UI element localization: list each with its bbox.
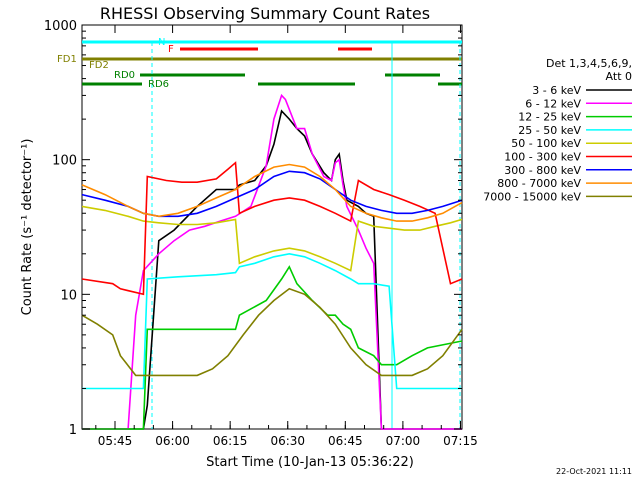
plot-frame [81, 24, 463, 430]
state-label-fd1: FD1 [57, 54, 77, 65]
x-tick-label-6: 07:15 [443, 434, 478, 448]
x-tick-label-0: 05:45 [98, 434, 133, 448]
y-tick-label-3: 1000 [44, 19, 77, 34]
legend-label-6: 300 - 800 keV [504, 164, 581, 177]
x-tick-label-5: 07:00 [386, 434, 421, 448]
y-tick-label-1: 10 [60, 288, 77, 303]
series-line-4 [81, 205, 463, 272]
series-line-7 [81, 163, 463, 222]
state-label-f: F [168, 44, 174, 55]
series-line-1 [82, 93, 462, 430]
legend-header-line-1: Det 1,3,4,5,6,9, [546, 57, 632, 70]
y-axis: 1 10 100 1000 [44, 19, 462, 438]
legend-header-line-2: Att 0 [606, 70, 632, 83]
state-label-rd6: RD6 [148, 79, 169, 90]
series-line-5 [81, 161, 463, 296]
y-tick-label-0: 1 [69, 423, 77, 438]
x-tick-label-2: 06:15 [213, 434, 248, 448]
x-tick-label-4: 06:45 [328, 434, 363, 448]
state-label-fd2: FD2 [89, 60, 109, 71]
legend-label-2: 12 - 25 keV [518, 111, 581, 124]
series-layer [81, 93, 463, 430]
legend-label-7: 800 - 7000 keV [497, 177, 581, 190]
y-tick-label-2: 100 [52, 154, 77, 169]
legend-label-8: 7000 - 15000 keV [483, 190, 581, 203]
series-line-8 [81, 287, 463, 377]
series-line-3 [82, 252, 462, 390]
y-axis-label: Count Rate (s⁻¹ detector⁻¹) [20, 139, 35, 316]
x-axis: 05:45 06:00 06:15 06:30 06:45 07:00 07:15 [95, 25, 478, 448]
legend-label-3: 25 - 50 keV [518, 124, 581, 137]
x-tick-label-3: 06:30 [270, 434, 305, 448]
legend-label-4: 50 - 100 keV [511, 137, 581, 150]
footer-timestamp: 22-Oct-2021 11:11 [556, 467, 632, 476]
state-label-n: N [158, 37, 165, 48]
legend-label-1: 6 - 12 keV [525, 97, 581, 110]
chart-title: RHESSI Observing Summary Count Rates [100, 4, 430, 23]
x-tick-label-1: 06:00 [155, 434, 190, 448]
legend-label-5: 100 - 300 keV [504, 151, 581, 164]
x-axis-label: Start Time (10-Jan-13 05:36:22) [206, 455, 414, 470]
state-label-rd0: RD0 [114, 70, 135, 81]
legend-label-0: 3 - 6 keV [532, 84, 581, 97]
